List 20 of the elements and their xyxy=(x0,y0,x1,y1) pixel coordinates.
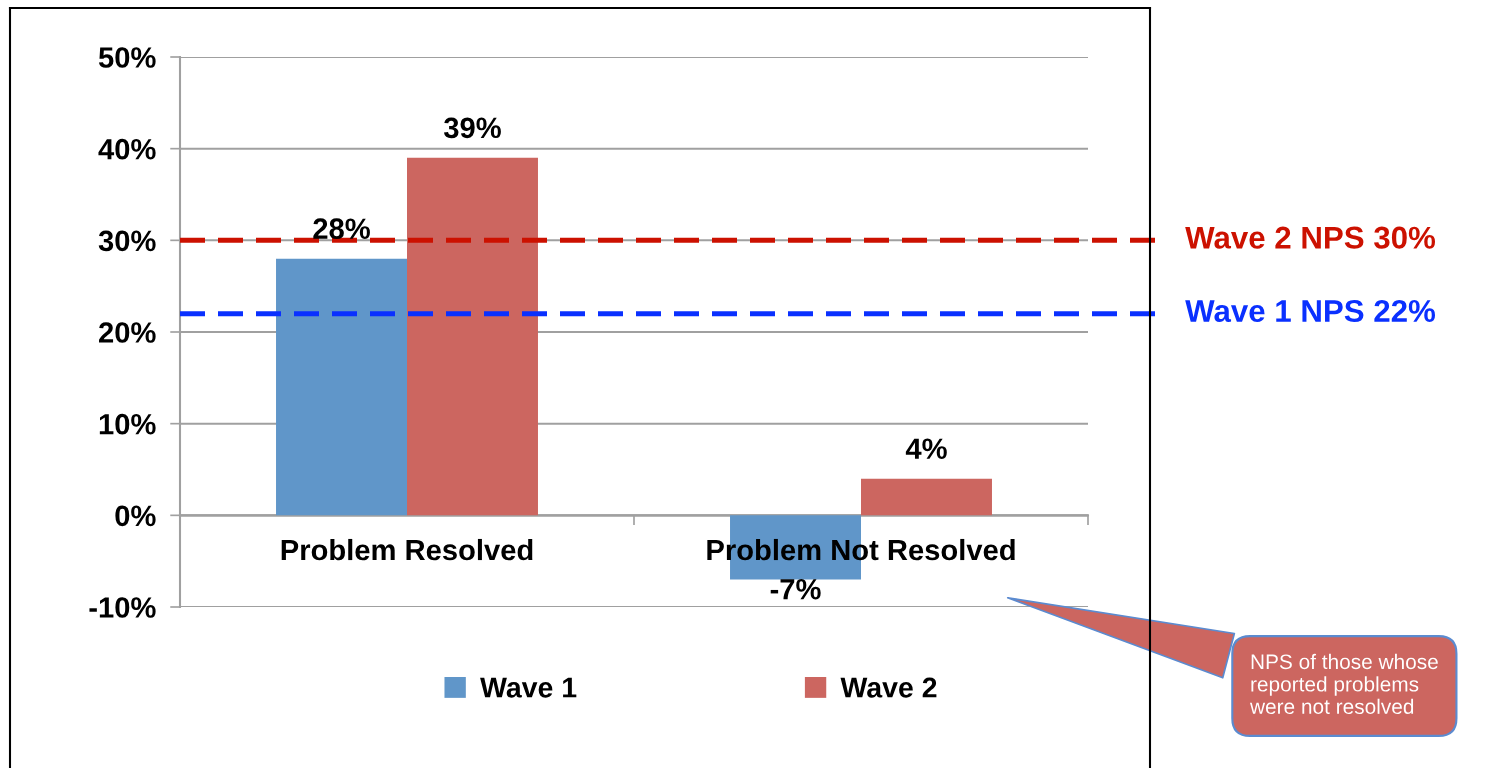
bar xyxy=(407,157,538,516)
data-label: 39% xyxy=(443,117,501,139)
y-tick-label: -10% xyxy=(89,597,156,618)
data-label: 28% xyxy=(313,218,370,240)
ref-line-label: Wave 2 NPS 30% xyxy=(1185,226,1436,249)
legend-label: Wave 2 xyxy=(840,677,937,698)
y-tick-label: 30% xyxy=(98,230,156,252)
data-label: -7% xyxy=(770,578,821,600)
y-tick-label: 40% xyxy=(98,138,156,160)
y-tick-label: 20% xyxy=(99,322,156,343)
ref-line-label: Wave 1 NPS 22% xyxy=(1185,299,1436,323)
bar xyxy=(276,258,407,516)
legend-label: Wave 1 xyxy=(480,677,577,698)
y-tick-label: 10% xyxy=(99,413,156,435)
y-tick-label: 0% xyxy=(115,505,156,527)
text: NPS of those whose reported problems were not resolved xyxy=(1249,653,1438,715)
data-label: 4% xyxy=(905,438,947,459)
x-tick-label: Problem Resolved xyxy=(281,538,533,561)
y-tick-label: 50% xyxy=(98,47,156,68)
bar xyxy=(861,478,992,516)
